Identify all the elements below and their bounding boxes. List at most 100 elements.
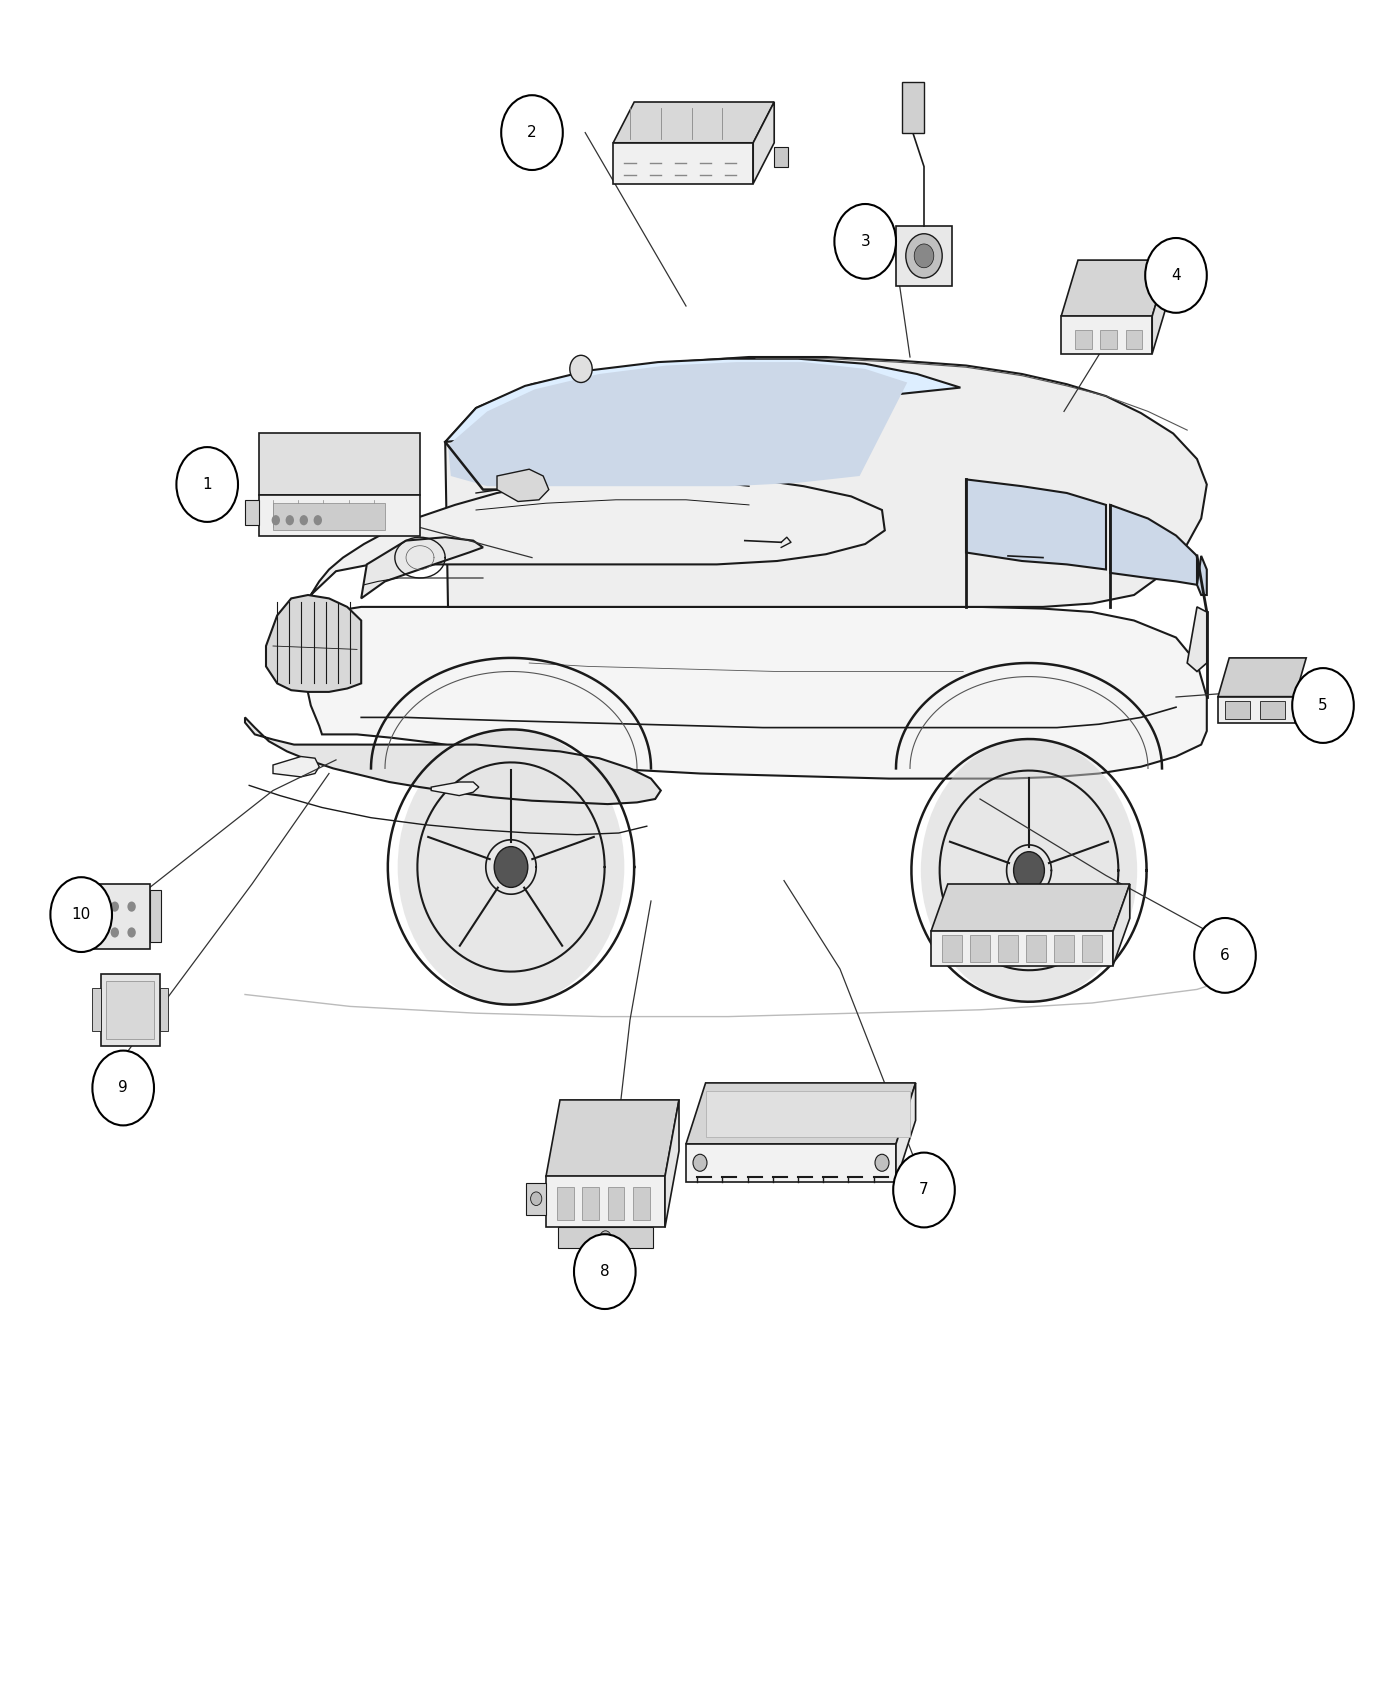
Polygon shape: [1075, 330, 1092, 348]
Polygon shape: [305, 476, 885, 612]
Polygon shape: [998, 935, 1018, 962]
Polygon shape: [753, 102, 774, 184]
Polygon shape: [361, 537, 483, 598]
Polygon shape: [686, 1083, 916, 1144]
Polygon shape: [92, 988, 101, 1032]
Circle shape: [875, 1154, 889, 1171]
Polygon shape: [445, 357, 1207, 607]
Circle shape: [693, 1154, 707, 1171]
Text: 3: 3: [861, 235, 869, 248]
Polygon shape: [931, 884, 1130, 932]
Polygon shape: [970, 935, 990, 962]
Circle shape: [531, 1192, 542, 1205]
Polygon shape: [546, 1100, 679, 1176]
Circle shape: [1194, 918, 1256, 993]
Polygon shape: [902, 82, 924, 133]
Polygon shape: [1260, 700, 1285, 719]
Text: 1: 1: [203, 478, 211, 491]
Circle shape: [1292, 668, 1354, 743]
Circle shape: [494, 847, 528, 887]
Polygon shape: [582, 1187, 599, 1221]
Polygon shape: [1225, 700, 1250, 719]
Circle shape: [176, 447, 238, 522]
Circle shape: [398, 729, 624, 1005]
Polygon shape: [497, 469, 549, 502]
Polygon shape: [259, 495, 420, 536]
Polygon shape: [160, 988, 168, 1032]
Circle shape: [906, 235, 942, 279]
Circle shape: [834, 204, 896, 279]
Circle shape: [574, 1234, 636, 1309]
Polygon shape: [1082, 935, 1102, 962]
Polygon shape: [101, 974, 160, 1046]
Polygon shape: [706, 1091, 910, 1137]
Polygon shape: [259, 434, 420, 495]
Polygon shape: [266, 595, 361, 692]
Polygon shape: [1061, 260, 1169, 316]
Polygon shape: [1110, 505, 1197, 585]
Text: 7: 7: [920, 1183, 928, 1197]
Polygon shape: [546, 1176, 665, 1227]
Polygon shape: [613, 102, 774, 143]
Text: 10: 10: [71, 908, 91, 921]
Circle shape: [1014, 852, 1044, 889]
Polygon shape: [633, 1187, 650, 1221]
Polygon shape: [1026, 935, 1046, 962]
Polygon shape: [273, 503, 385, 530]
Polygon shape: [1218, 697, 1295, 722]
Text: 4: 4: [1172, 269, 1180, 282]
Polygon shape: [557, 1227, 652, 1248]
Circle shape: [599, 1231, 610, 1244]
Polygon shape: [608, 1187, 624, 1221]
Circle shape: [501, 95, 563, 170]
Polygon shape: [1197, 556, 1207, 595]
Polygon shape: [245, 717, 661, 804]
Text: 6: 6: [1221, 949, 1229, 962]
Polygon shape: [445, 359, 960, 442]
Polygon shape: [613, 143, 753, 184]
Circle shape: [127, 928, 136, 938]
Circle shape: [127, 901, 136, 911]
Polygon shape: [1126, 330, 1142, 348]
Polygon shape: [1218, 658, 1306, 697]
Circle shape: [893, 1153, 955, 1227]
Text: 9: 9: [119, 1081, 127, 1095]
Circle shape: [272, 515, 280, 525]
Text: 2: 2: [528, 126, 536, 139]
Polygon shape: [1054, 935, 1074, 962]
Circle shape: [50, 877, 112, 952]
Polygon shape: [931, 932, 1113, 966]
Circle shape: [921, 740, 1137, 1001]
Text: 8: 8: [601, 1265, 609, 1278]
Circle shape: [314, 515, 322, 525]
Polygon shape: [305, 607, 1207, 779]
Polygon shape: [896, 1083, 916, 1182]
Text: 5: 5: [1319, 699, 1327, 712]
Polygon shape: [1152, 260, 1169, 354]
Circle shape: [94, 901, 102, 911]
Circle shape: [92, 1051, 154, 1125]
Circle shape: [914, 243, 934, 269]
Circle shape: [286, 515, 294, 525]
Circle shape: [94, 928, 102, 938]
Polygon shape: [665, 1100, 679, 1227]
Circle shape: [111, 901, 119, 911]
Polygon shape: [1113, 884, 1130, 966]
Circle shape: [300, 515, 308, 525]
Polygon shape: [87, 884, 150, 949]
Polygon shape: [896, 226, 952, 286]
Polygon shape: [245, 500, 259, 525]
Polygon shape: [774, 146, 788, 167]
Polygon shape: [966, 479, 1106, 570]
Circle shape: [1145, 238, 1207, 313]
Polygon shape: [1061, 316, 1152, 354]
Circle shape: [570, 355, 592, 383]
Polygon shape: [686, 1144, 896, 1182]
Polygon shape: [557, 1187, 574, 1221]
Polygon shape: [1187, 607, 1207, 672]
Polygon shape: [273, 756, 319, 777]
Polygon shape: [448, 362, 907, 486]
Polygon shape: [431, 782, 479, 796]
Polygon shape: [106, 981, 154, 1039]
Polygon shape: [942, 935, 962, 962]
